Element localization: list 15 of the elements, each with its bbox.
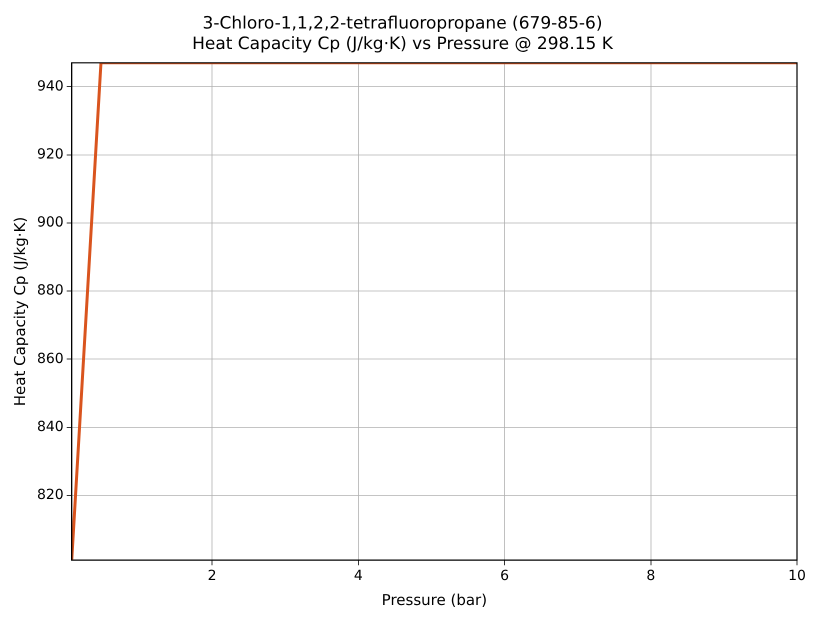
y-tick-label: 940 [36, 78, 64, 94]
chart-title: 3-Chloro-1,1,2,2-tetrafluoropropane (679-85-6) Heat Capacity Cp (J/kg·K) vs Pressure @ 298.15 K [192, 14, 614, 54]
x-tick-label: 8 [646, 568, 656, 584]
y-tick-label: 900 [36, 214, 64, 231]
y-tick-label: 840 [36, 418, 64, 435]
x-tick-label: 4 [354, 568, 363, 584]
y-tick-label: 820 [36, 487, 64, 504]
x-axis-title: Pressure (bar) [382, 590, 488, 609]
y-tick-label: 920 [36, 146, 64, 162]
y-axis-title: Heat Capacity Cp (J/kg·K) [10, 216, 29, 406]
x-tick-label: 10 [788, 568, 806, 584]
y-tick-label: 860 [36, 350, 64, 367]
x-tick-label: 6 [500, 568, 510, 584]
y-tick-label: 880 [36, 282, 64, 299]
x-tick-label: 2 [208, 568, 217, 584]
